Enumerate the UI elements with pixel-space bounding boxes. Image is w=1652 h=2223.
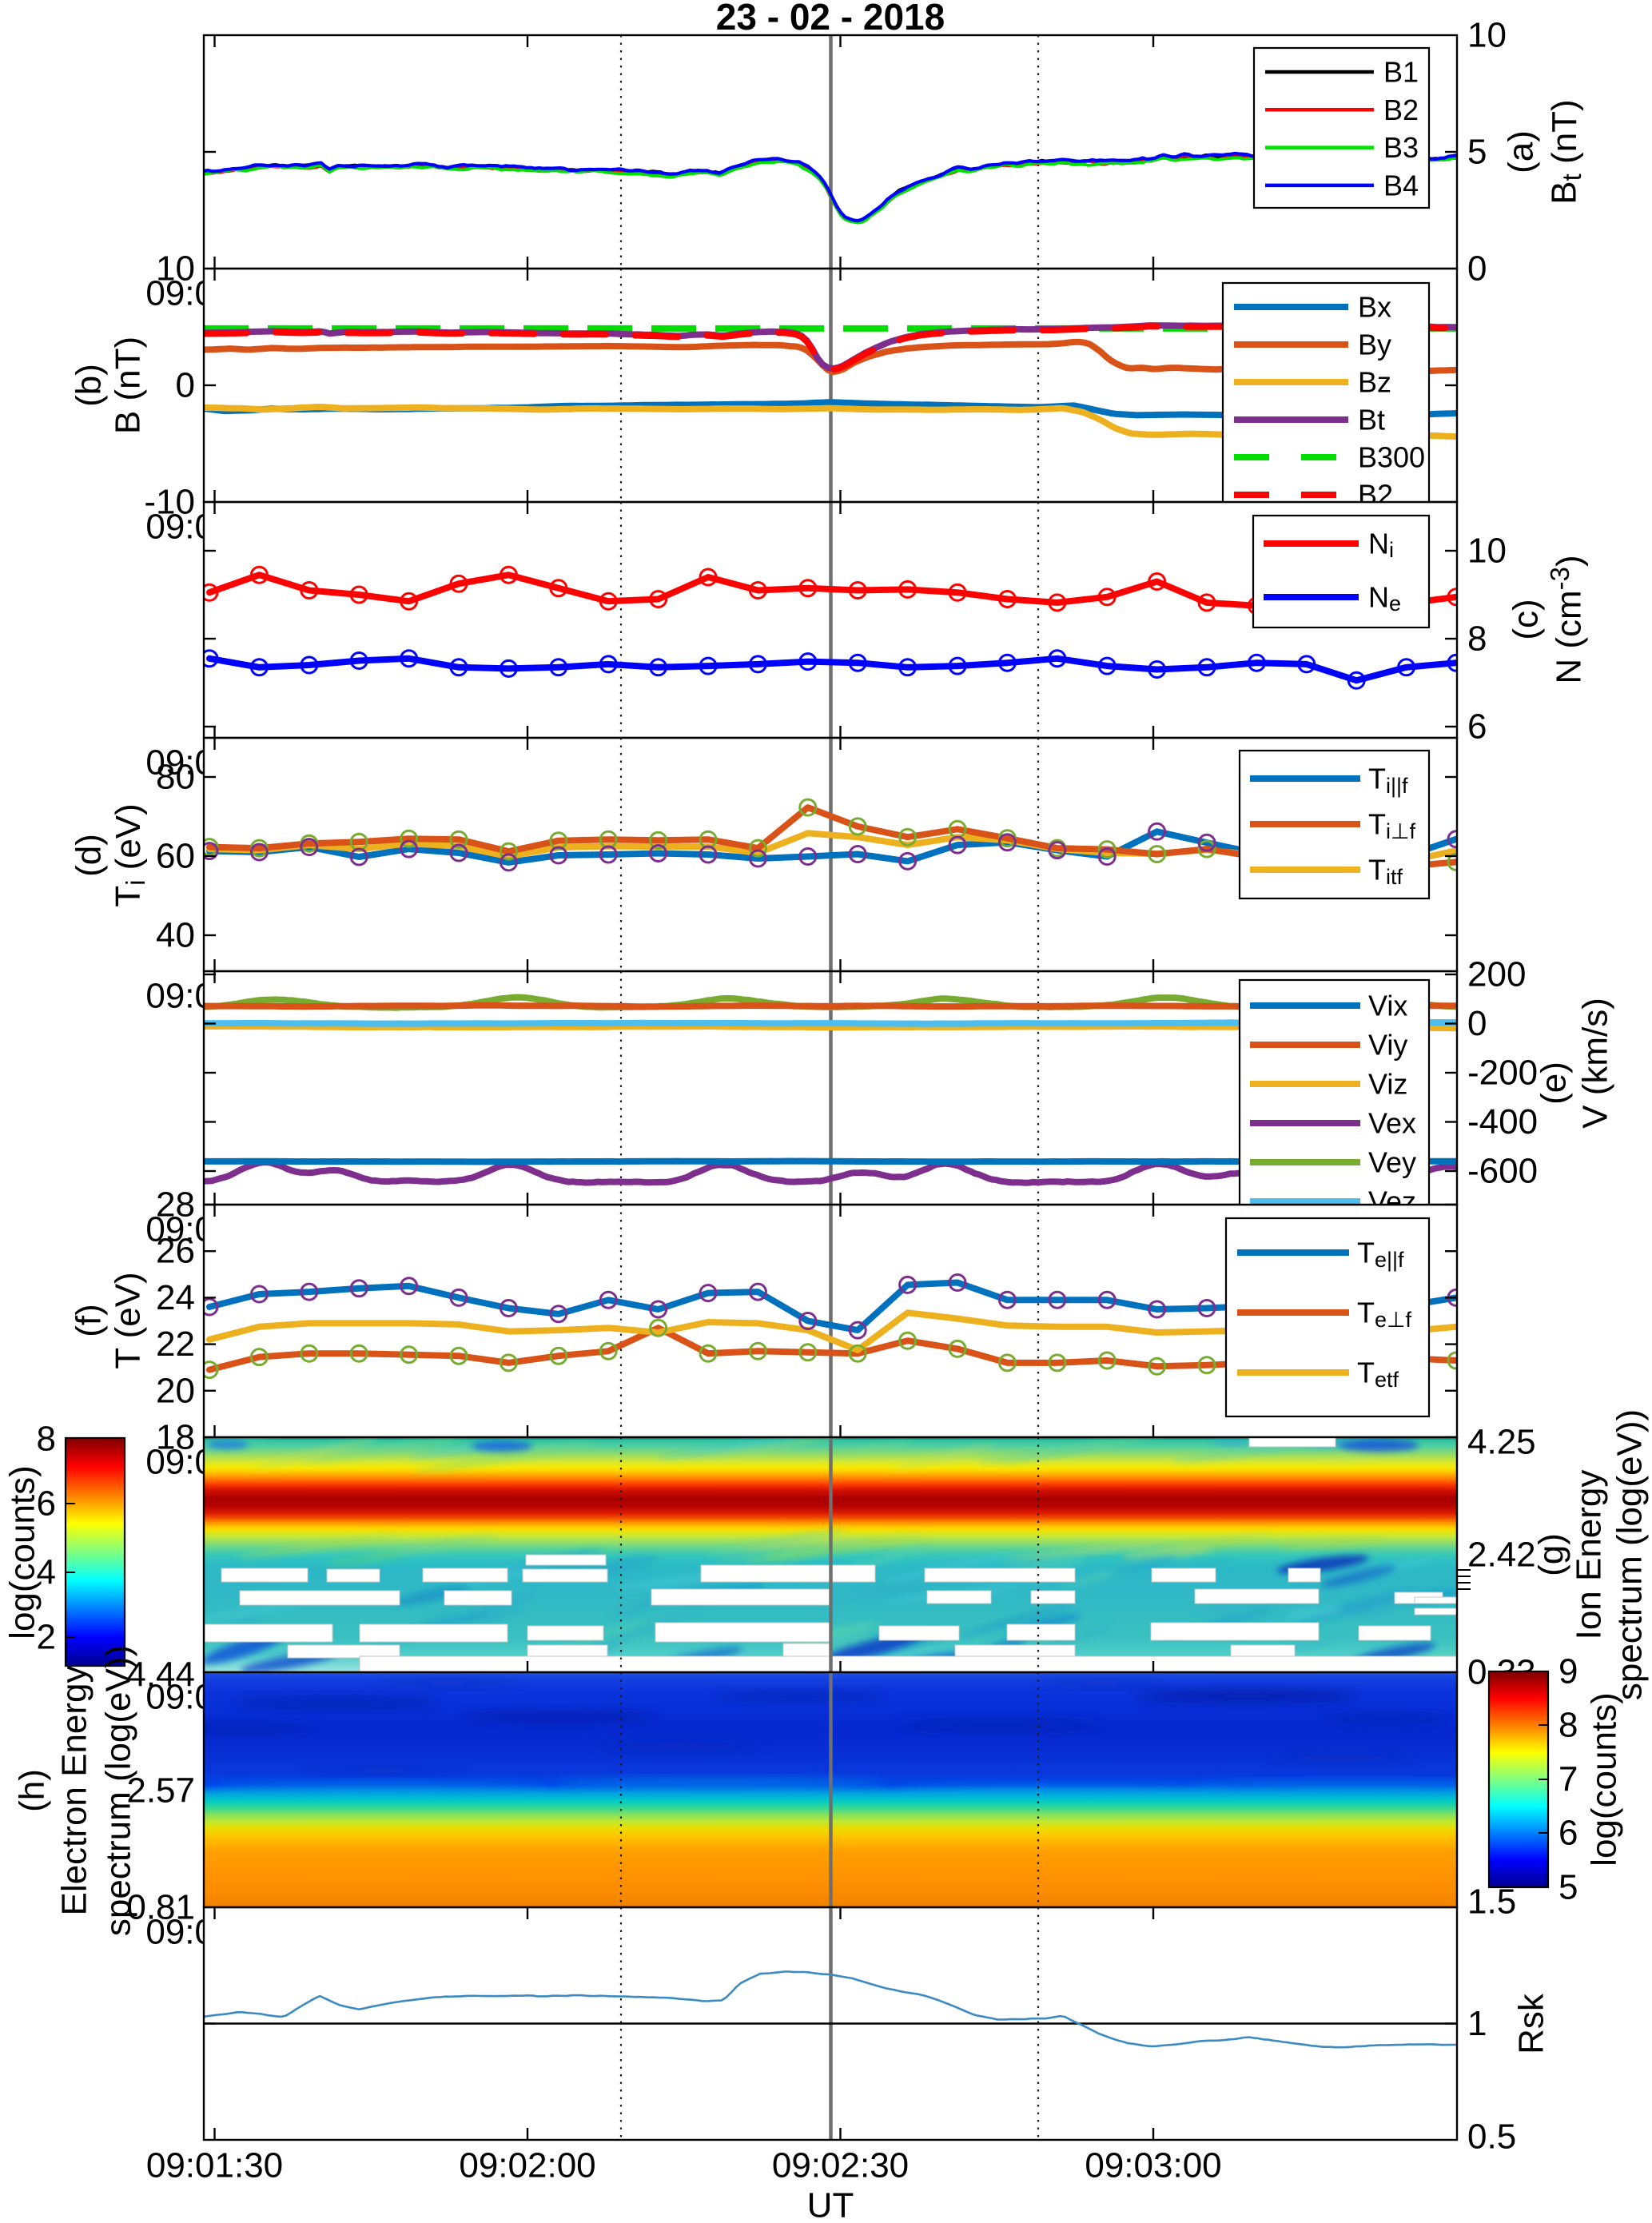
svg-text:09:02:00: 09:02:00 [459, 2146, 595, 2185]
svg-text:2: 2 [37, 1618, 56, 1657]
svg-text:(d): (d) [70, 834, 109, 877]
svg-text:Vez: Vez [1368, 1185, 1416, 1218]
svg-text:T (eV): T (eV) [109, 1272, 148, 1368]
svg-text:10: 10 [1467, 16, 1507, 55]
svg-text:(g): (g) [1532, 1533, 1571, 1576]
svg-text:(e): (e) [1535, 1062, 1574, 1105]
svg-text:Bt: Bt [1358, 404, 1385, 436]
svg-text:0.81: 0.81 [126, 1888, 195, 1927]
svg-text:18: 18 [156, 1418, 195, 1457]
svg-text:5: 5 [1558, 1868, 1578, 1907]
svg-text:8: 8 [37, 1420, 56, 1459]
svg-text:Bx: Bx [1358, 291, 1391, 324]
svg-text:Tetf: Tetf [1357, 1357, 1399, 1392]
svg-text:B2: B2 [1383, 94, 1419, 126]
svg-text:(c): (c) [1507, 599, 1546, 639]
svg-text:Bz: Bz [1358, 366, 1391, 399]
svg-text:6: 6 [37, 1484, 56, 1524]
svg-text:Vey: Vey [1368, 1146, 1416, 1179]
svg-text:09:01:30: 09:01:30 [145, 508, 282, 547]
svg-text:-600: -600 [1467, 1152, 1538, 1191]
svg-text:23 - 02 - 2018: 23 - 02 - 2018 [716, 0, 945, 38]
svg-text:24: 24 [156, 1278, 195, 1317]
svg-text:1: 1 [1467, 2004, 1487, 2043]
svg-text:5: 5 [1467, 133, 1487, 172]
svg-text:09:01:30: 09:01:30 [145, 1913, 282, 1952]
svg-text:B (nT): B (nT) [109, 337, 148, 434]
svg-text:09:02:30: 09:02:30 [772, 2146, 909, 2185]
svg-text:(h): (h) [13, 1769, 52, 1812]
svg-text:80: 80 [156, 758, 195, 797]
svg-text:Electron Energy: Electron Energy [55, 1665, 94, 1915]
svg-text:UT: UT [807, 2186, 854, 2220]
svg-text:B2: B2 [1358, 479, 1393, 512]
svg-text:200: 200 [1467, 955, 1526, 994]
svg-text:Bt (nT): Bt (nT) [1545, 99, 1586, 204]
svg-text:Viy: Viy [1368, 1029, 1407, 1062]
svg-text:26: 26 [156, 1232, 195, 1271]
svg-text:09:01:30: 09:01:30 [145, 977, 282, 1016]
svg-text:8: 8 [1558, 1706, 1578, 1745]
svg-text:V (km/s): V (km/s) [1576, 998, 1615, 1129]
svg-text:4: 4 [37, 1553, 56, 1592]
svg-text:Ion Energy: Ion Energy [1570, 1470, 1609, 1640]
svg-text:spectrum (log(eV)): spectrum (log(eV)) [1610, 1409, 1650, 1700]
svg-text:10: 10 [156, 249, 195, 289]
svg-text:log(counts): log(counts) [3, 1465, 42, 1639]
svg-text:10: 10 [1467, 532, 1507, 571]
svg-text:Viz: Viz [1368, 1068, 1407, 1101]
svg-text:-10: -10 [144, 483, 195, 522]
svg-text:09:01:30: 09:01:30 [145, 1443, 282, 1482]
svg-text:09:01:30: 09:01:30 [145, 743, 282, 783]
svg-text:4.25: 4.25 [1467, 1423, 1536, 1462]
svg-text:Ti (eV): Ti (eV) [109, 803, 150, 907]
svg-text:7: 7 [1558, 1760, 1578, 1799]
svg-text:8: 8 [1467, 619, 1487, 659]
svg-text:(b): (b) [70, 364, 109, 407]
svg-text:0.5: 0.5 [1467, 2117, 1516, 2157]
svg-text:log(counts): log(counts) [1585, 1692, 1624, 1866]
svg-text:09:03:00: 09:03:00 [1085, 2146, 1221, 2185]
svg-text:2.42: 2.42 [1467, 1536, 1536, 1575]
svg-text:B4: B4 [1383, 169, 1419, 201]
svg-text:40: 40 [156, 916, 195, 955]
svg-text:22: 22 [156, 1325, 195, 1364]
svg-text:1.5: 1.5 [1467, 1882, 1516, 1922]
svg-text:Vex: Vex [1368, 1107, 1416, 1140]
svg-text:6: 6 [1467, 707, 1487, 747]
svg-text:2.57: 2.57 [126, 1771, 195, 1811]
svg-text:4.44: 4.44 [126, 1655, 195, 1695]
svg-text:By: By [1358, 329, 1391, 361]
svg-text:B1: B1 [1383, 56, 1419, 89]
svg-text:(f): (f) [70, 1304, 109, 1337]
svg-text:Rsk: Rsk [1512, 1993, 1551, 2054]
svg-text:28: 28 [156, 1185, 195, 1225]
svg-text:20: 20 [156, 1371, 195, 1410]
svg-text:Te||f: Te||f [1357, 1237, 1404, 1273]
svg-text:-200: -200 [1467, 1054, 1538, 1093]
svg-text:09:01:30: 09:01:30 [146, 2146, 283, 2185]
svg-text:B300: B300 [1358, 441, 1425, 474]
svg-text:6: 6 [1558, 1814, 1578, 1853]
svg-text:Vix: Vix [1368, 990, 1407, 1022]
svg-text:0: 0 [1467, 1004, 1487, 1043]
svg-text:(a): (a) [1502, 130, 1541, 173]
svg-text:9: 9 [1558, 1652, 1578, 1691]
svg-text:09:01:30: 09:01:30 [145, 1678, 282, 1717]
svg-text:0: 0 [176, 366, 195, 405]
svg-text:0: 0 [1467, 249, 1487, 289]
svg-text:-400: -400 [1467, 1102, 1538, 1141]
svg-text:B3: B3 [1383, 131, 1419, 164]
svg-text:09:01:30: 09:01:30 [145, 1210, 282, 1249]
svg-text:spectrum (log(eV)): spectrum (log(eV)) [99, 1645, 138, 1936]
svg-text:60: 60 [156, 837, 195, 876]
svg-text:09:01:30: 09:01:30 [145, 274, 282, 313]
